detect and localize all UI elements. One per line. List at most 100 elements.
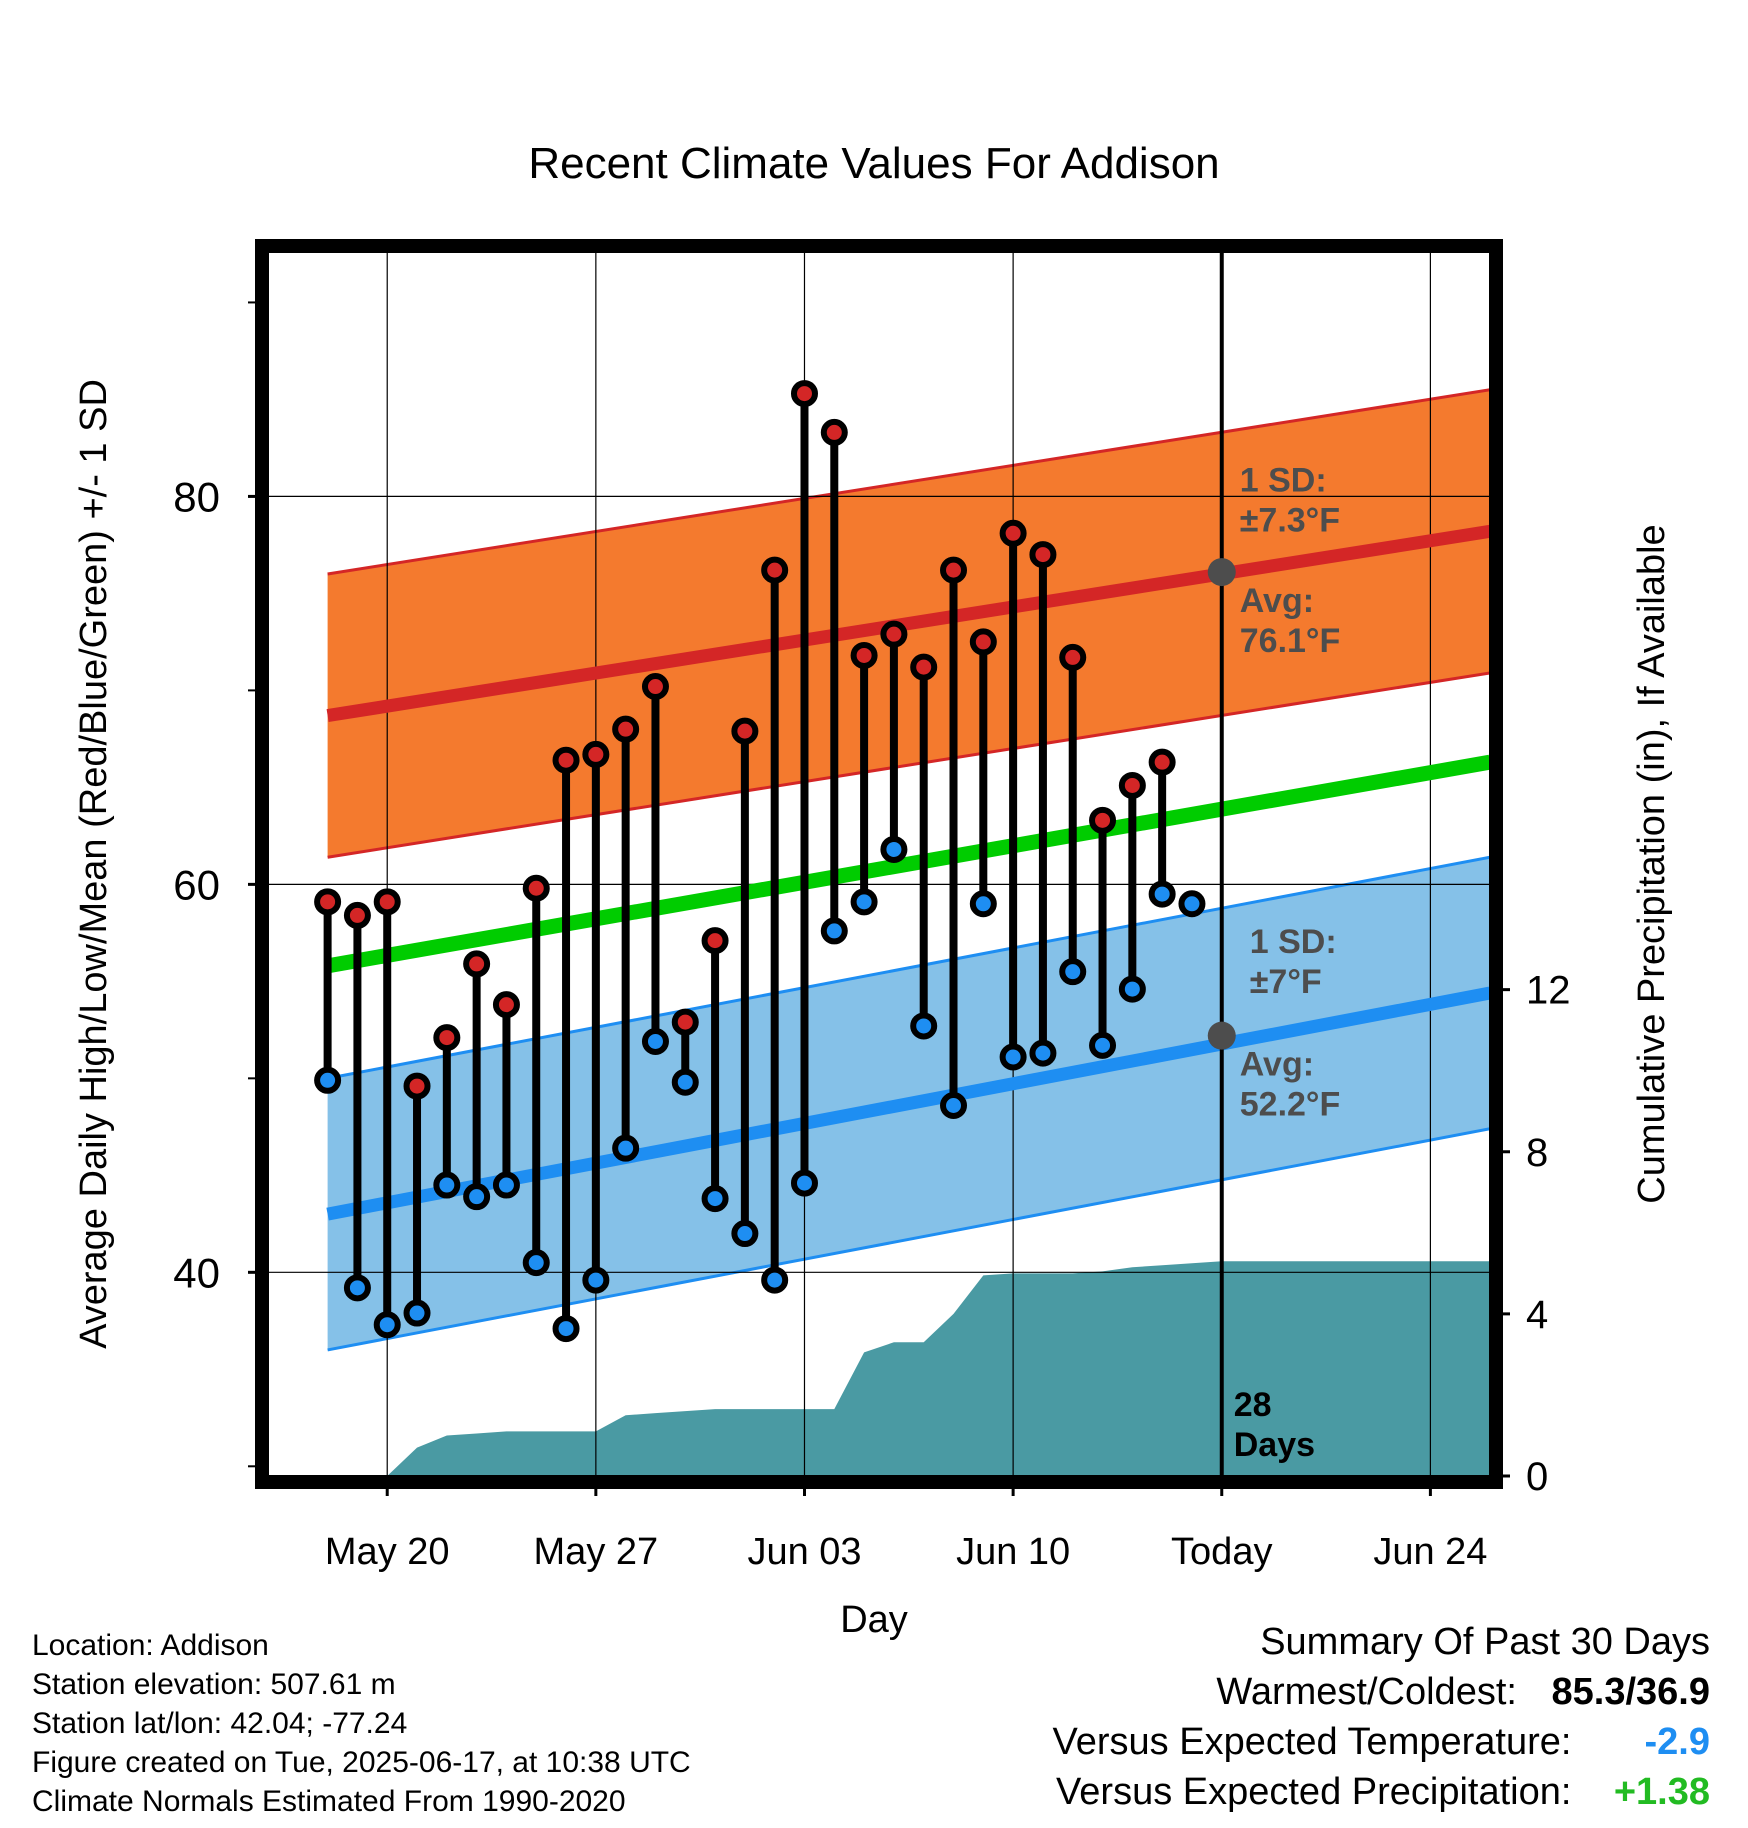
low-point: [850, 888, 878, 916]
low-point: [1148, 880, 1176, 908]
low-sd-label: 1 SD: ±7°F: [1250, 923, 1337, 1001]
low-point: [910, 1012, 938, 1040]
low-point: [582, 1266, 610, 1294]
high-point: [790, 380, 818, 408]
low-point: [671, 1068, 699, 1096]
high-point: [314, 888, 342, 916]
low-point: [731, 1220, 759, 1248]
high-point: [492, 991, 520, 1019]
high-sd-label: 1 SD: ±7.3°F: [1240, 462, 1340, 540]
low-point: [343, 1274, 371, 1302]
high-point: [969, 628, 997, 656]
low-point: [403, 1299, 431, 1327]
summary-warmest-label: Warmest/Coldest:: [1216, 1671, 1517, 1713]
y-axis-label: Average Daily High/Low/Mean (Red/Blue/Gr…: [73, 379, 115, 1349]
low-point: [433, 1171, 461, 1199]
y-tick-label: 80: [173, 473, 220, 520]
summary-precip-row: Versus Expected Precipitation: +1.38: [1056, 1772, 1710, 1812]
x-tick-label: May 27: [534, 1531, 659, 1573]
summary-temp-label: Versus Expected Temperature:: [1052, 1721, 1572, 1763]
summary-warmest-value: 85.3/36.9: [1551, 1671, 1710, 1713]
high-point: [1089, 806, 1117, 834]
y2-tick-label: 12: [1526, 969, 1571, 1013]
high-point: [373, 888, 401, 916]
low-point: [1059, 958, 1087, 986]
x-tick-label: May 20: [325, 1531, 450, 1573]
high-point: [910, 653, 938, 681]
low-point: [1178, 890, 1206, 918]
high-point: [731, 717, 759, 745]
low-point: [463, 1183, 491, 1211]
high-point: [463, 950, 491, 978]
high-point: [850, 641, 878, 669]
high-point: [671, 1008, 699, 1036]
x-tick-label: Jun 24: [1373, 1531, 1487, 1573]
high-point: [403, 1072, 431, 1100]
y2-tick-label: 8: [1526, 1131, 1548, 1175]
low-band-lower-edge: [327, 1127, 1490, 1352]
low-point: [790, 1169, 818, 1197]
high-point: [1029, 541, 1057, 569]
axes: 40 60 80 0 4 8 12 May 20 May 27 Jun 03 Jun 10 Today…: [173, 301, 1571, 1573]
y-tick-label: 40: [173, 1249, 220, 1296]
summary-temp-value: -2.9: [1644, 1721, 1710, 1763]
mean-normal-line: [326, 754, 1490, 974]
low-point: [1118, 975, 1146, 1003]
footer-created: Figure created on Tue, 2025-06-17, at 10…: [32, 1746, 691, 1779]
high-point: [940, 556, 968, 584]
low-point: [522, 1249, 550, 1277]
low-point: [1089, 1031, 1117, 1059]
high-point: [761, 556, 789, 584]
summary-precip-label: Versus Expected Precipitation:: [1056, 1771, 1572, 1813]
footer-normals: Climate Normals Estimated From 1990-2020: [32, 1785, 626, 1818]
high-band-upper-edge: [327, 388, 1490, 576]
high-point: [612, 715, 640, 743]
low-point: [999, 1043, 1027, 1071]
low-band-upper-edge: [327, 855, 1490, 1080]
high-point: [701, 927, 729, 955]
observations: [314, 380, 1236, 1343]
summary-precip-value: +1.38: [1613, 1771, 1710, 1813]
low-avg-label: Avg: 52.2°F: [1240, 1046, 1341, 1124]
high-point: [343, 901, 371, 929]
high-point: [552, 746, 580, 774]
low-point: [940, 1092, 968, 1120]
low-point: [1029, 1039, 1057, 1067]
x-tick-label: Today: [1171, 1531, 1272, 1573]
y2-axis-label: Cumulative Precipitation (in), If Availa…: [1631, 524, 1673, 1203]
summary-title: Summary Of Past 30 Days: [1260, 1621, 1710, 1663]
x-tick-label: Jun 03: [747, 1531, 861, 1573]
high-normal-line: [326, 524, 1490, 723]
low-point: [701, 1185, 729, 1213]
low-point: [552, 1315, 580, 1343]
low-point: [492, 1171, 520, 1199]
today-low-avg-marker: [1207, 1021, 1236, 1050]
high-point: [1059, 643, 1087, 671]
high-point: [880, 620, 908, 648]
annotations: 1 SD: ±7.3°F Avg: 76.1°F 1 SD: ±7°F Avg: 52.2°F…: [1234, 462, 1341, 1464]
plot-border: [255, 239, 1503, 1489]
days-label: 28 Days: [1234, 1386, 1315, 1464]
low-point: [761, 1266, 789, 1294]
precipitation-area: [268, 1261, 1490, 1476]
high-point: [1118, 771, 1146, 799]
plot-area: [268, 252, 1490, 1476]
low-point: [820, 917, 848, 945]
y2-tick-label: 4: [1526, 1293, 1548, 1337]
low-point: [612, 1134, 640, 1162]
chart-title: Recent Climate Values For Addison: [528, 139, 1219, 188]
high-point: [999, 519, 1027, 547]
normal-lines: [326, 252, 1490, 1476]
low-point: [373, 1311, 401, 1339]
footer-elevation: Station elevation: 507.61 m: [32, 1668, 396, 1701]
today-high-avg-marker: [1207, 558, 1236, 587]
summary-temp-row: Versus Expected Temperature: -2.9: [1053, 1722, 1710, 1762]
y-tick-label: 60: [173, 861, 220, 908]
low-point: [314, 1066, 342, 1094]
high-point: [582, 740, 610, 768]
footer-latlon: Station lat/lon: 42.04; -77.24: [32, 1707, 408, 1740]
x-tick-label: Jun 10: [956, 1531, 1070, 1573]
high-point: [522, 874, 550, 902]
plot-frame: [255, 239, 1503, 1489]
y2-tick-label: 0: [1526, 1455, 1548, 1499]
